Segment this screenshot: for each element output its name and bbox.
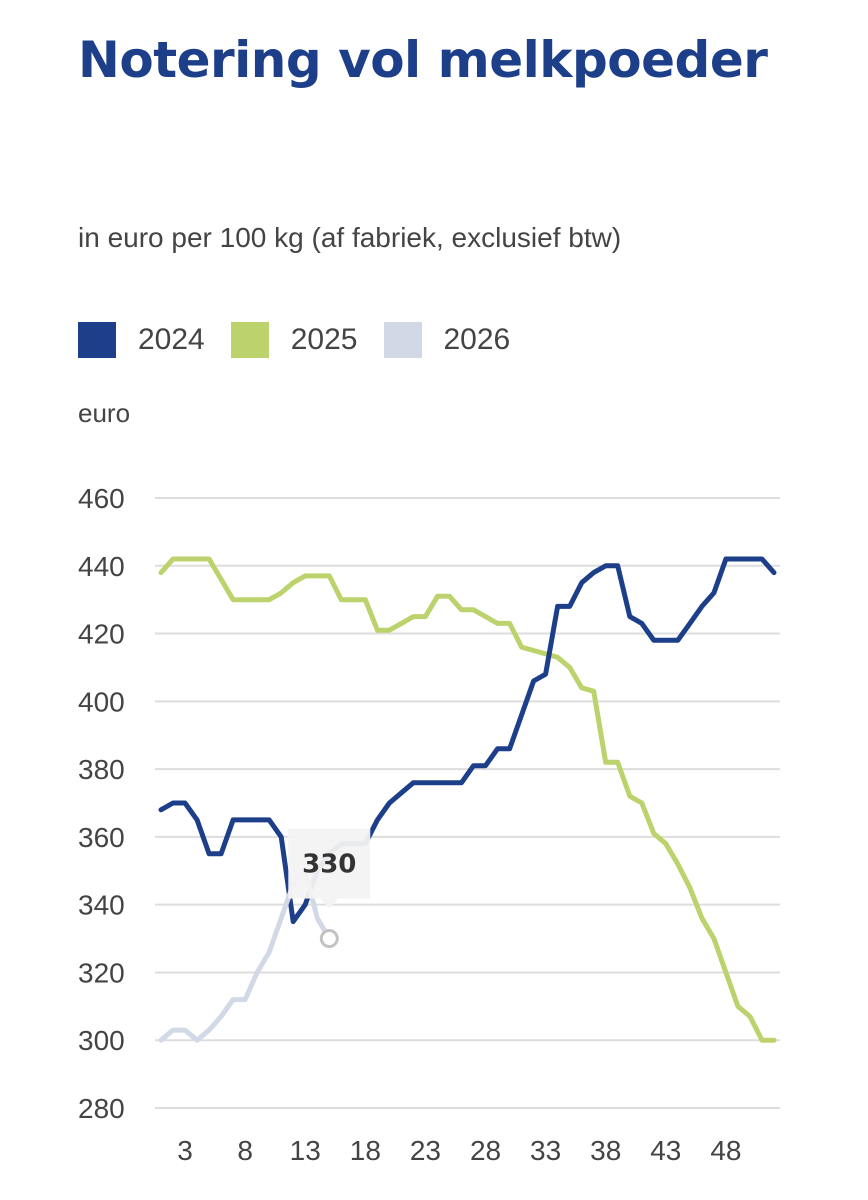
- y-tick-label: 380: [78, 754, 125, 785]
- y-tick-label: 300: [78, 1025, 125, 1056]
- x-tick-label: 28: [470, 1135, 501, 1166]
- tooltip-value: 330: [302, 850, 356, 880]
- tooltip: 330: [288, 828, 371, 949]
- x-tick-label: 18: [350, 1135, 381, 1166]
- series-line-2025[interactable]: [158, 556, 777, 1043]
- tooltip-pointer: [320, 898, 339, 909]
- x-tick-label: 33: [530, 1135, 561, 1166]
- y-tick-label: 320: [78, 957, 125, 988]
- y-axis-ticks: 460 440 420 400 380 360 340 320 300 280: [78, 483, 125, 1124]
- y-tick-label: 340: [78, 890, 125, 921]
- x-tick-label: 38: [590, 1135, 621, 1166]
- x-axis-ticks: 3 8 13 18 23 28 33 38 43 48: [177, 1135, 741, 1166]
- y-axis-label: euro: [78, 398, 131, 428]
- chart-subtitle: in euro per 100 kg (af fabriek, exclusie…: [78, 222, 622, 253]
- legend-label-2025: 2025: [290, 323, 358, 356]
- legend-swatch-2024: [78, 322, 116, 358]
- gridlines: [155, 497, 780, 1109]
- legend-swatch-2025: [230, 322, 269, 358]
- x-tick-label: 13: [290, 1135, 321, 1166]
- x-tick-label: 48: [710, 1135, 741, 1166]
- y-tick-label: 440: [78, 551, 125, 582]
- legend-label-2026: 2026: [443, 323, 511, 356]
- hover-point-marker[interactable]: [319, 929, 339, 949]
- legend-swatch-2026: [383, 322, 422, 358]
- y-tick-label: 460: [78, 483, 125, 514]
- legend-item-2025[interactable]: 2025: [230, 322, 358, 358]
- x-tick-label: 43: [650, 1135, 681, 1166]
- series-line-2024[interactable]: [158, 556, 777, 925]
- legend-label-2024: 2024: [138, 323, 205, 356]
- chart-title: Notering vol melkpoeder: [78, 31, 768, 89]
- x-tick-label: 8: [237, 1135, 253, 1166]
- legend-item-2024[interactable]: 2024: [78, 322, 205, 358]
- series-lines: [158, 556, 777, 1043]
- y-tick-label: 420: [78, 619, 125, 650]
- legend-item-2026[interactable]: 2026: [383, 322, 511, 358]
- y-tick-label: 280: [78, 1093, 125, 1124]
- tooltip-box: [288, 828, 371, 899]
- y-tick-label: 400: [78, 686, 125, 717]
- chart-legend: 2024 2025 2026: [78, 322, 536, 358]
- x-tick-label: 3: [177, 1135, 193, 1166]
- y-tick-label: 360: [78, 822, 125, 853]
- x-tick-label: 23: [410, 1135, 441, 1166]
